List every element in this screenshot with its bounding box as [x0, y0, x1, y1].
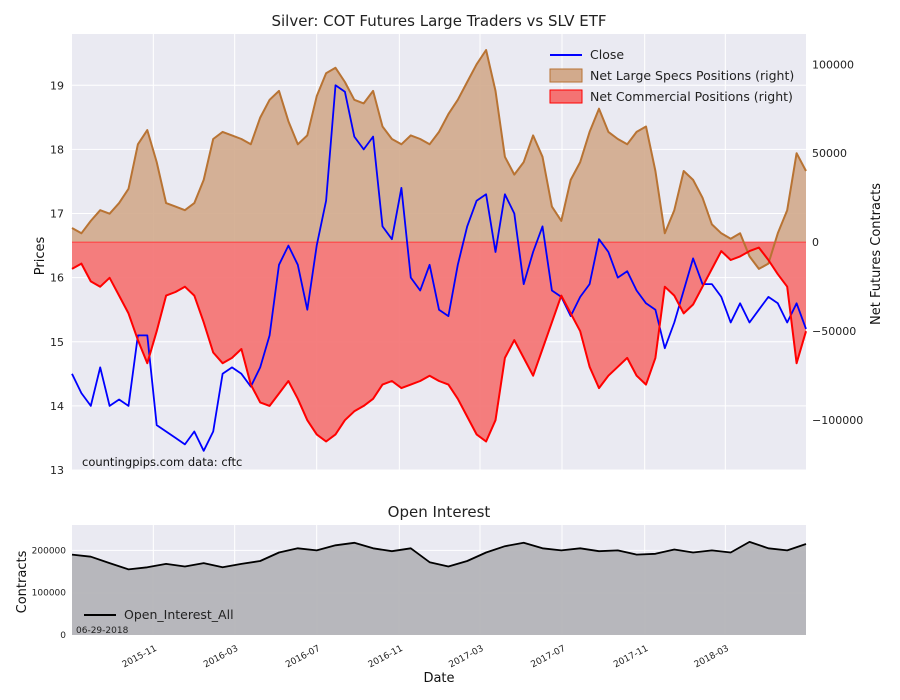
- large-specs-line: [71, 49, 807, 270]
- open-interest-tick-label: 200000: [32, 546, 67, 556]
- date-tick-label: 2016-11: [367, 644, 405, 670]
- date-axis-label: Date: [423, 671, 454, 686]
- date-tick-label: 2016-07: [284, 644, 322, 670]
- date-tick-label: 2016-03: [202, 644, 240, 670]
- date-tick-label: 2015-11: [121, 644, 159, 670]
- contracts-tick-label: 50000: [812, 147, 847, 160]
- open-interest-legend: Open_Interest_All: [84, 607, 234, 622]
- main-chart-title: Silver: COT Futures Large Traders vs SLV…: [271, 12, 606, 30]
- source-annotation: countingpips.com data: cftc: [82, 455, 242, 469]
- date-tick-label: 2017-03: [448, 644, 486, 670]
- open-interest-series: [71, 541, 807, 635]
- main-legend: Close Net Large Specs Positions (right) …: [549, 47, 794, 104]
- open-interest-line: [71, 541, 807, 571]
- open-interest-title: Open Interest: [388, 503, 491, 521]
- report-date-label: 06-29-2018: [76, 626, 129, 636]
- legend-label-commercial: Net Commercial Positions (right): [590, 89, 793, 104]
- price-tick-label: 15: [50, 336, 64, 349]
- open-interest-axis-label: Contracts: [15, 550, 30, 613]
- contracts-tick-label: 100000: [812, 58, 854, 71]
- large-specs-area: [72, 50, 806, 269]
- price-tick-label: 16: [50, 272, 64, 285]
- price-tick-label: 13: [50, 464, 64, 477]
- price-tick-label: 14: [50, 400, 64, 413]
- contracts-axis-ticks: −100000 −50000 0 50000 100000: [812, 58, 863, 427]
- contracts-tick-label: 0: [812, 236, 819, 249]
- open-interest-tick-label: 0: [60, 631, 66, 641]
- price-tick-label: 19: [50, 79, 64, 92]
- price-tick-label: 18: [50, 143, 64, 156]
- open-interest-area: [72, 541, 806, 635]
- date-tick-label: 2018-03: [693, 644, 731, 670]
- close-price-line: [71, 84, 807, 452]
- date-tick-label: 2017-11: [612, 644, 650, 670]
- commercial-line: [71, 246, 807, 443]
- legend-label-close: Close: [590, 47, 624, 62]
- legend-label-open-interest: Open_Interest_All: [124, 607, 234, 622]
- legend-swatch-large-specs: [549, 68, 583, 83]
- price-tick-label: 17: [50, 208, 64, 221]
- contracts-tick-label: −100000: [812, 414, 863, 427]
- date-axis-ticks: 2015-11 2016-03 2016-07 2016-11 2017-03 2017-…: [121, 644, 731, 670]
- legend-swatch-commercial: [549, 89, 583, 104]
- series-lines: [71, 49, 807, 452]
- date-tick-label: 2017-07: [530, 644, 568, 670]
- contracts-axis-label: Net Futures Contracts: [869, 183, 884, 325]
- open-interest-axis-ticks: 0 100000 200000: [32, 546, 67, 641]
- price-axis-ticks: 13 14 15 16 17 18 19: [50, 79, 64, 477]
- open-interest-tick-label: 100000: [32, 589, 67, 599]
- contracts-tick-label: −50000: [812, 325, 856, 338]
- price-axis-label: Prices: [33, 237, 48, 276]
- legend-label-large-specs: Net Large Specs Positions (right): [590, 68, 794, 83]
